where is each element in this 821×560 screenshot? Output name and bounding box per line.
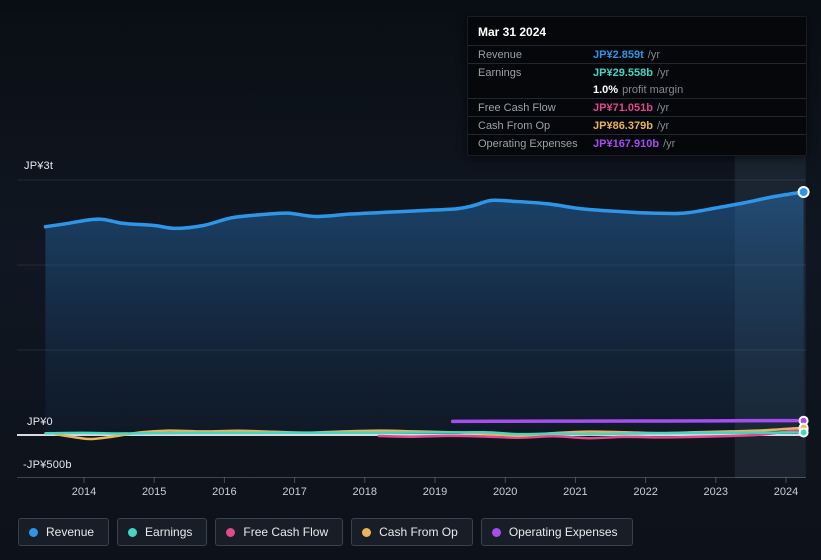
x-axis-label-2019: 2019 <box>422 486 448 498</box>
x-axis-label-2023: 2023 <box>703 486 729 498</box>
legend-label: Free Cash Flow <box>243 525 329 539</box>
x-axis-label-2020: 2020 <box>492 486 518 498</box>
tooltip-label: Cash From Op <box>478 119 551 132</box>
tooltip-row-profit-margin: 1.0% profit margin <box>468 81 806 98</box>
x-axis-label-2016: 2016 <box>212 486 237 498</box>
revenue-endpoint-dot <box>797 186 810 198</box>
earnings-endpoint-dot <box>798 427 809 438</box>
opex-line <box>450 418 806 424</box>
legend-item-free-cash-flow[interactable]: Free Cash Flow <box>215 518 344 546</box>
legend-label: Cash From Op <box>379 525 458 539</box>
x-axis-label-2014: 2014 <box>71 486 97 498</box>
tooltip-value: JP¥86.379b <box>593 119 653 132</box>
x-axis-label-2021: 2021 <box>563 486 588 498</box>
tooltip-suffix: /yr <box>647 48 660 61</box>
revenue-line <box>43 190 806 231</box>
x-axis-label-2015: 2015 <box>141 486 167 498</box>
tooltip-suffix: /yr <box>663 137 676 150</box>
tooltip-suffix: /yr <box>656 66 670 79</box>
operating-expenses-dot-icon <box>491 527 501 537</box>
legend-item-operating-expenses[interactable]: Operating Expenses <box>480 518 633 546</box>
x-axis-label-2022: 2022 <box>633 486 658 498</box>
profit-margin-label: profit margin <box>622 83 684 96</box>
earnings-line <box>44 430 805 436</box>
tooltip-label: Operating Expenses <box>478 137 578 150</box>
tooltip-value: JP¥71.051b <box>593 101 653 114</box>
tooltip-row-opex: Operating Expenses JP¥167.910b /yr <box>468 134 806 152</box>
tooltip-label: Free Cash Flow <box>478 101 556 114</box>
x-axis-label-2024: 2024 <box>773 486 799 498</box>
free-cash-flow-dot-icon <box>226 527 236 537</box>
y-axis-label-neg500b: -JP¥500b <box>23 459 72 471</box>
earnings-dot-icon <box>128 527 138 537</box>
legend-label: Earnings <box>145 525 193 539</box>
tooltip-row-revenue: Revenue JP¥2.859t /yr <box>468 45 806 63</box>
fcf-line <box>377 427 805 440</box>
x-axis-label-2017: 2017 <box>282 486 307 498</box>
revenue-area <box>45 192 804 435</box>
chart-legend: Revenue Earnings Free Cash Flow Cash Fro… <box>18 518 633 546</box>
x-axis-label-2018: 2018 <box>352 486 378 498</box>
tooltip-date: Mar 31 2024 <box>478 25 547 39</box>
chart-tooltip: Mar 31 2024 Revenue JP¥2.859t /yr Earnin… <box>467 16 807 156</box>
tooltip-value: JP¥167.910b <box>593 137 660 150</box>
legend-label: Revenue <box>46 525 95 539</box>
tooltip-label: Revenue <box>478 48 523 61</box>
tooltip-row-earnings: Earnings JP¥29.558b /yr <box>468 63 806 81</box>
tooltip-value: JP¥29.558b <box>593 66 653 79</box>
profit-margin-value: 1.0% <box>593 83 619 96</box>
tooltip-row-fcf: Free Cash Flow JP¥71.051b /yr <box>468 98 806 116</box>
tooltip-row-cashop: Cash From Op JP¥86.379b /yr <box>468 116 806 134</box>
legend-label: Operating Expenses <box>508 525 618 539</box>
tooltip-suffix: /yr <box>656 119 670 132</box>
legend-item-revenue[interactable]: Revenue <box>18 518 110 546</box>
legend-item-cash-from-op[interactable]: Cash From Op <box>351 518 473 546</box>
revenue-dot-icon <box>29 527 38 537</box>
tooltip-label: Earnings <box>478 66 522 79</box>
y-axis-label-3t: JP¥3t <box>24 160 54 172</box>
cash-from-op-dot-icon <box>362 527 372 537</box>
tooltip-suffix: /yr <box>656 101 670 114</box>
y-axis-label-zero: JP¥0 <box>27 416 53 428</box>
tooltip-value: JP¥2.859t <box>593 48 644 61</box>
legend-item-earnings[interactable]: Earnings <box>117 518 208 546</box>
